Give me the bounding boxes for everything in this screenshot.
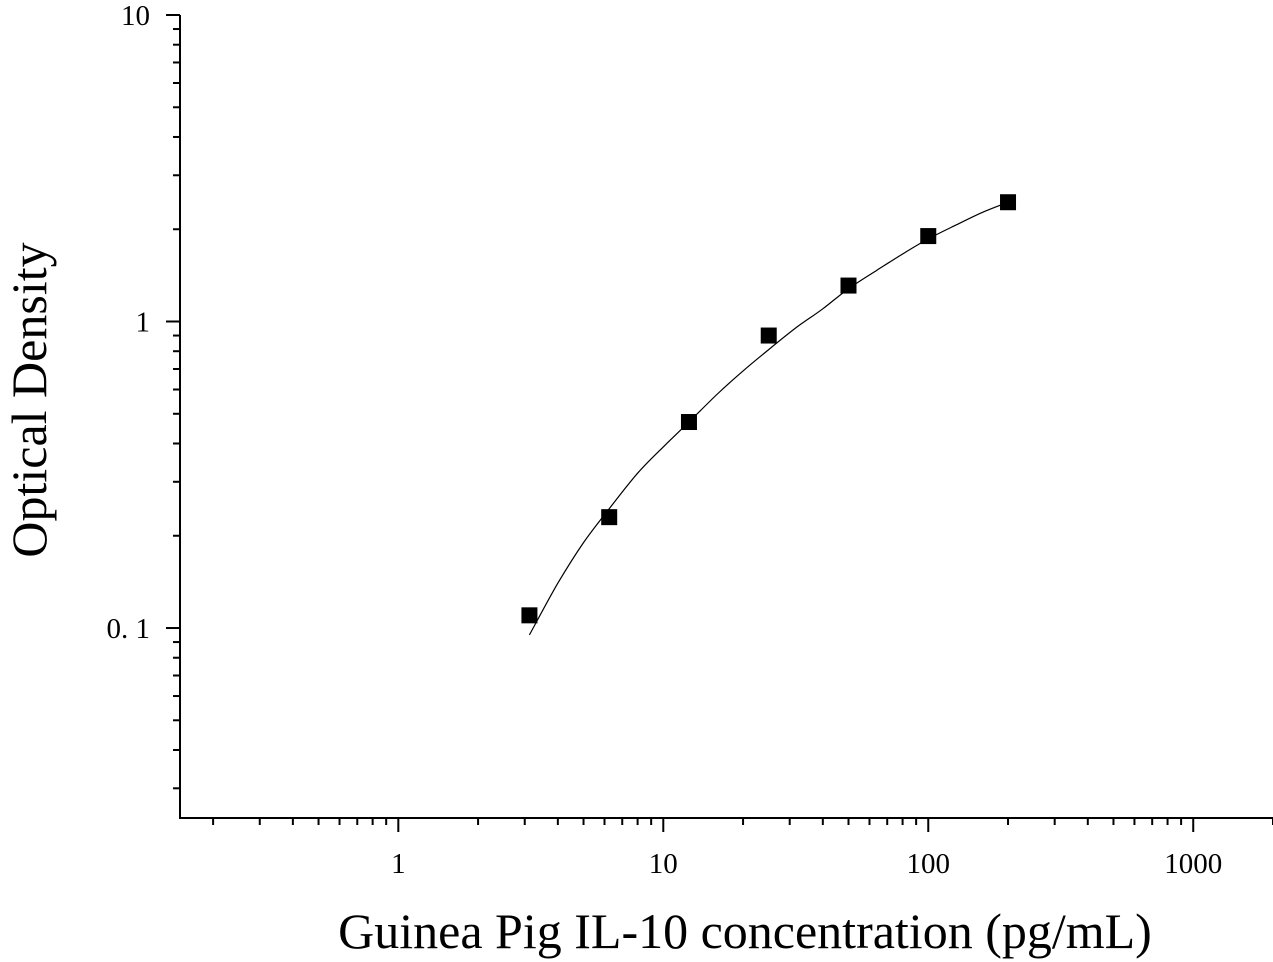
data-point [920,228,937,245]
data-point [760,327,777,344]
x-tick-label: 1 [391,848,406,880]
x-tick-label: 100 [907,848,951,880]
y-axis-title: Optical Density [1,242,57,557]
data-point [521,607,538,624]
x-axis-title: Guinea Pig IL-10 concentration (pg/mL) [338,903,1152,959]
axes [179,15,1273,819]
y-tick-label: 1 [136,307,151,339]
x-tick-label: 1000 [1164,848,1222,880]
tick-labels: 1 10 100 1000 0. 1 1 10 [107,0,1223,880]
data-point [601,509,618,526]
data-point [1000,194,1017,211]
fit-curve [528,201,1009,636]
ticks [166,14,1273,832]
y-tick-label: 10 [121,0,150,32]
data-points [521,194,1017,624]
data-point [680,414,697,431]
y-tick-label: 0. 1 [107,613,151,645]
data-point [840,277,857,294]
x-tick-label: 10 [649,848,678,880]
